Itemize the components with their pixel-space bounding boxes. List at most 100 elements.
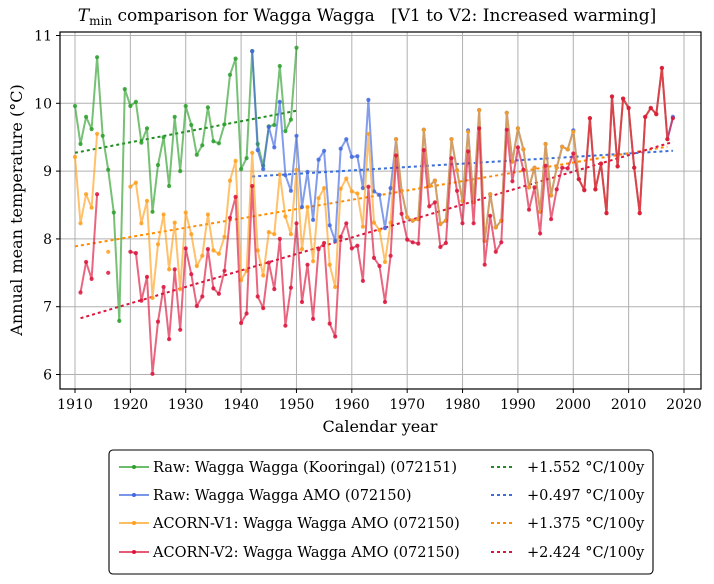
data-point bbox=[222, 268, 227, 273]
series-0 bbox=[72, 45, 299, 323]
data-point bbox=[526, 185, 532, 190]
data-point bbox=[532, 165, 537, 170]
data-point bbox=[155, 162, 161, 168]
data-point bbox=[200, 253, 205, 258]
data-point bbox=[288, 188, 293, 193]
data-point bbox=[410, 240, 415, 245]
data-point bbox=[488, 213, 493, 218]
data-point bbox=[322, 186, 327, 191]
data-point bbox=[443, 240, 448, 246]
data-point bbox=[360, 224, 365, 229]
data-point bbox=[510, 179, 515, 184]
data-point bbox=[316, 196, 321, 201]
data-point bbox=[454, 188, 460, 193]
data-point bbox=[272, 232, 277, 237]
data-point bbox=[106, 270, 111, 275]
data-point bbox=[172, 267, 177, 272]
data-point bbox=[532, 185, 537, 190]
data-point bbox=[194, 263, 199, 269]
data-point bbox=[216, 141, 221, 146]
data-point bbox=[549, 193, 554, 198]
data-point bbox=[554, 187, 559, 192]
data-point bbox=[399, 188, 404, 193]
data-point bbox=[95, 55, 100, 60]
data-point bbox=[150, 209, 155, 214]
data-point bbox=[266, 230, 271, 235]
data-point bbox=[598, 161, 604, 166]
data-point bbox=[227, 215, 233, 220]
data-point bbox=[78, 290, 83, 295]
data-point bbox=[482, 262, 487, 267]
data-point bbox=[371, 255, 377, 260]
data-point bbox=[200, 294, 205, 299]
data-point bbox=[416, 241, 421, 246]
data-point bbox=[244, 311, 249, 316]
data-point bbox=[421, 127, 426, 132]
data-point bbox=[161, 135, 166, 140]
data-point bbox=[139, 298, 144, 303]
data-point bbox=[84, 259, 89, 265]
data-point bbox=[571, 151, 576, 156]
data-point bbox=[261, 306, 266, 311]
data-point bbox=[637, 211, 642, 216]
data-point bbox=[316, 157, 321, 162]
data-point bbox=[538, 231, 543, 236]
data-point bbox=[659, 65, 665, 71]
data-point bbox=[344, 221, 349, 226]
data-point bbox=[593, 187, 598, 192]
title-subscript: min bbox=[89, 14, 112, 28]
data-point bbox=[272, 122, 277, 128]
data-point bbox=[211, 248, 216, 253]
data-point bbox=[283, 323, 288, 328]
y-tick-label: 7 bbox=[43, 300, 52, 316]
data-point bbox=[526, 207, 532, 212]
data-point bbox=[205, 247, 210, 252]
data-point bbox=[311, 316, 316, 321]
plot-frame bbox=[59, 31, 702, 390]
data-point bbox=[178, 169, 183, 174]
data-point bbox=[654, 112, 659, 117]
data-point bbox=[582, 188, 587, 193]
x-axis-label: Calendar year bbox=[323, 417, 438, 436]
data-point bbox=[299, 204, 305, 210]
data-point bbox=[261, 167, 266, 172]
data-point bbox=[89, 205, 94, 210]
data-point bbox=[576, 177, 581, 182]
data-point bbox=[299, 299, 305, 305]
y-tick-label: 10 bbox=[34, 96, 52, 112]
data-point bbox=[167, 267, 172, 272]
data-point bbox=[311, 217, 316, 222]
data-point bbox=[283, 214, 288, 219]
data-point bbox=[344, 137, 349, 142]
data-point bbox=[499, 240, 504, 245]
x-tick-label: 2020 bbox=[666, 397, 702, 413]
data-point bbox=[471, 221, 476, 226]
data-point bbox=[150, 371, 155, 376]
data-point bbox=[410, 218, 415, 223]
data-point bbox=[155, 319, 161, 324]
data-point bbox=[493, 249, 498, 254]
legend-trend-label-2: +1.375 °C/100y bbox=[527, 516, 645, 532]
data-point bbox=[382, 299, 388, 305]
data-point bbox=[255, 294, 260, 299]
title-rest: comparison for Wagga Wagga [V1 to V2: In… bbox=[112, 6, 656, 26]
y-axis-ticks: 6 7 8 9 10 11 bbox=[34, 29, 60, 384]
data-point bbox=[172, 114, 177, 119]
data-point bbox=[626, 105, 631, 111]
data-point bbox=[371, 220, 377, 225]
data-point bbox=[233, 56, 238, 61]
trend-line-3 bbox=[80, 140, 674, 320]
data-point bbox=[128, 184, 133, 189]
x-tick-label: 1980 bbox=[445, 397, 481, 413]
data-point bbox=[183, 103, 188, 109]
data-point bbox=[449, 156, 454, 161]
data-point bbox=[670, 116, 676, 121]
data-point bbox=[72, 103, 78, 109]
data-point bbox=[155, 242, 161, 247]
data-point bbox=[211, 286, 216, 291]
legend-marker-3 bbox=[132, 550, 136, 554]
data-point bbox=[161, 284, 166, 290]
data-point bbox=[394, 137, 399, 142]
data-point bbox=[84, 192, 89, 197]
data-point bbox=[565, 147, 570, 152]
